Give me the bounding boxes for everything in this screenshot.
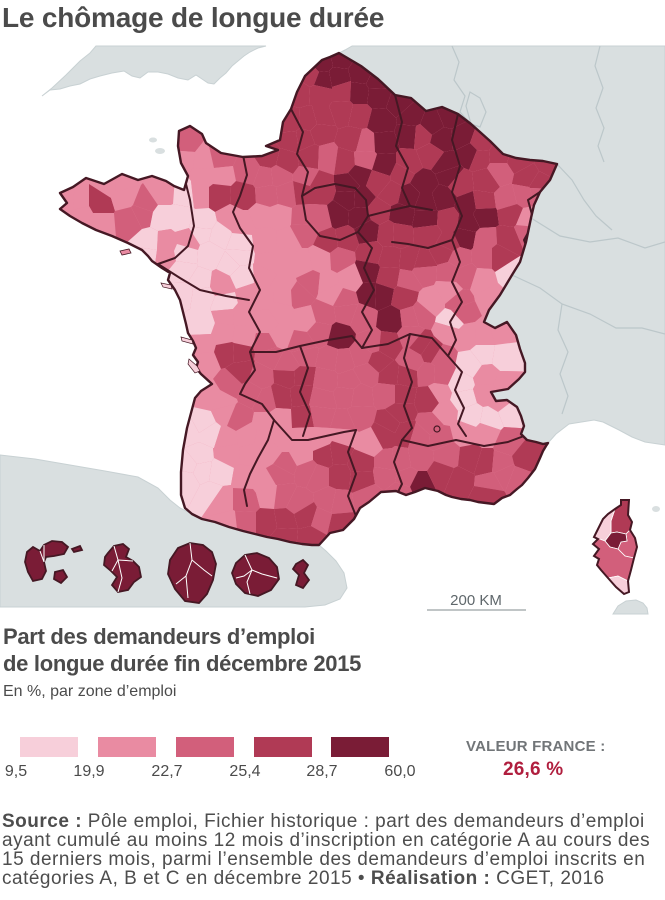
svg-text:200 KM: 200 KM: [450, 592, 502, 609]
